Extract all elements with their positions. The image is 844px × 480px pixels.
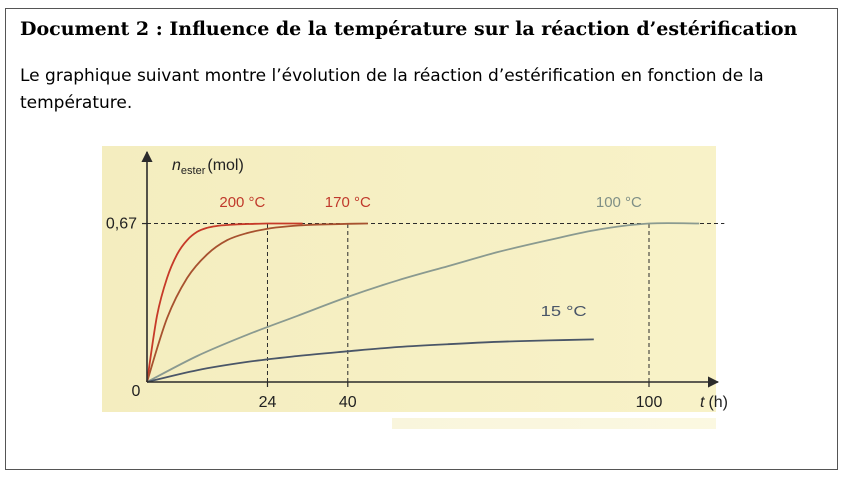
x-tick-label: 24 [259,394,277,411]
y-axis-subscript: ester [181,165,206,177]
document-title: Document 2 : Influence de la température… [20,18,798,40]
series-line-2 [146,222,700,383]
x-axis-unit: (h) [708,394,728,411]
x-axis-symbol: t [700,394,705,411]
series-line-1 [146,222,368,383]
origin-label: 0 [132,383,141,400]
x-axis-label: t (h) [700,394,728,411]
reference-lines [147,223,725,382]
chart-background [102,146,716,412]
chart-labels: 24 40 100 0,67 0 nester (mol) t (h) [106,157,728,411]
y-axis-symbol: n [172,157,181,174]
y-axis-label: nester (mol) [172,157,244,177]
series-label-1: 170 °C [325,194,371,211]
series-label-2: 100 °C [596,194,642,211]
series-line-3 [146,338,594,383]
series-label-0: 200 °C [219,194,265,211]
y-axis-unit: (mol) [207,157,243,174]
curves: 200 °C 170 °C 100 °C 15 °C [146,194,700,383]
x-tick-label: 100 [636,394,663,411]
x-tick-label: 40 [339,394,357,411]
series-line-0 [146,222,303,383]
y-tick-label: 0,67 [106,216,137,233]
chart-paper-strip [392,418,716,429]
axes [141,150,720,388]
series-label-3: 15 °C [541,303,587,320]
document-description: Le graphique suivant montre l’évolution … [20,66,764,113]
